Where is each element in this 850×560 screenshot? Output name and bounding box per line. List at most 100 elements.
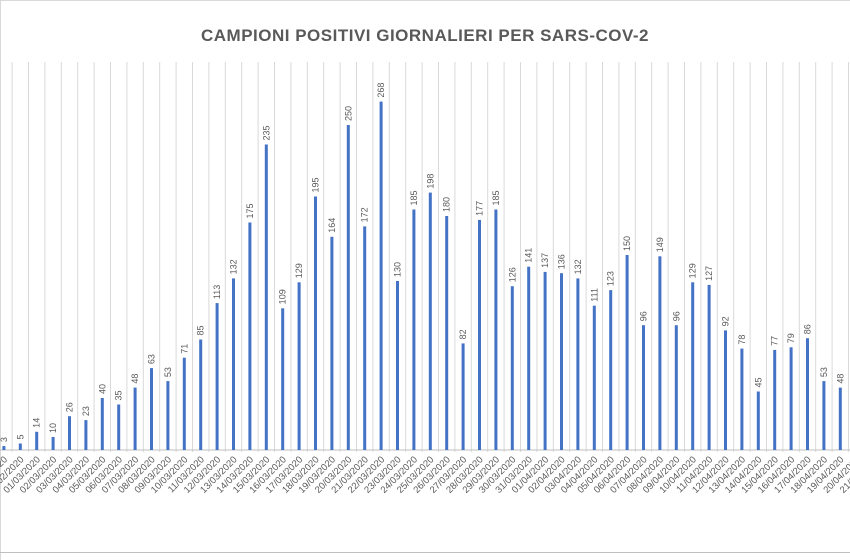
data-label: 235 bbox=[261, 125, 271, 140]
data-label: 96 bbox=[639, 311, 649, 321]
bar bbox=[330, 236, 334, 450]
bar bbox=[478, 219, 481, 450]
data-label: 85 bbox=[196, 325, 206, 335]
bar bbox=[740, 348, 744, 450]
bar bbox=[232, 278, 235, 450]
bar bbox=[494, 209, 498, 450]
data-label: 86 bbox=[803, 324, 813, 334]
bar bbox=[625, 255, 629, 450]
data-label: 129 bbox=[294, 263, 304, 278]
data-label: 14 bbox=[32, 418, 42, 428]
bar bbox=[84, 420, 88, 450]
bar bbox=[510, 286, 514, 450]
bar bbox=[756, 391, 760, 450]
bar bbox=[773, 349, 777, 450]
bar bbox=[822, 381, 826, 450]
bar bbox=[592, 305, 596, 450]
bar bbox=[707, 284, 711, 450]
data-label: 129 bbox=[688, 263, 698, 278]
data-label: 5 bbox=[15, 434, 25, 439]
bar bbox=[264, 144, 268, 450]
data-label: 35 bbox=[114, 390, 124, 400]
data-label: 63 bbox=[147, 354, 157, 364]
data-label: 92 bbox=[721, 316, 731, 326]
data-label: 78 bbox=[737, 335, 747, 345]
data-label: 141 bbox=[524, 248, 534, 263]
bar bbox=[642, 325, 645, 450]
bar bbox=[428, 192, 432, 450]
bar bbox=[133, 387, 137, 450]
data-label: 71 bbox=[179, 344, 189, 354]
bar bbox=[658, 256, 662, 450]
bar bbox=[182, 357, 186, 450]
gridlines bbox=[11, 62, 849, 452]
data-label: 268 bbox=[376, 83, 386, 98]
data-label: 175 bbox=[245, 203, 255, 218]
bar bbox=[215, 303, 219, 450]
bar bbox=[150, 368, 153, 450]
bar bbox=[806, 338, 809, 450]
chart-title: CAMPIONI POSITIVI GIORNALIERI PER SARS-C… bbox=[201, 26, 649, 45]
data-label: 40 bbox=[97, 384, 107, 394]
data-label: 185 bbox=[409, 190, 419, 205]
data-label: 136 bbox=[557, 254, 567, 269]
data-label: 96 bbox=[671, 311, 681, 321]
data-label: 79 bbox=[786, 333, 796, 343]
bar bbox=[543, 271, 547, 450]
data-label: 3 bbox=[0, 437, 9, 442]
data-label: 123 bbox=[606, 271, 616, 286]
data-label: 185 bbox=[491, 190, 501, 205]
bar bbox=[35, 431, 39, 450]
bar bbox=[2, 446, 6, 450]
data-label: 45 bbox=[753, 377, 763, 387]
bar bbox=[412, 209, 416, 450]
bar bbox=[461, 343, 465, 450]
bar bbox=[691, 282, 695, 450]
bar bbox=[363, 226, 367, 450]
bar bbox=[379, 101, 383, 450]
bar bbox=[527, 266, 531, 450]
data-label: 150 bbox=[622, 236, 632, 251]
data-label: 77 bbox=[770, 336, 780, 346]
data-label: 250 bbox=[343, 106, 353, 121]
bar bbox=[724, 330, 727, 450]
bar bbox=[838, 387, 842, 450]
data-label: 10 bbox=[48, 423, 58, 433]
bar bbox=[248, 222, 252, 450]
data-label: 53 bbox=[163, 367, 173, 377]
data-label: 149 bbox=[655, 237, 665, 252]
bar bbox=[51, 437, 55, 450]
bar bbox=[281, 308, 285, 450]
bar bbox=[166, 381, 170, 450]
data-label: 195 bbox=[311, 177, 321, 192]
data-label: 132 bbox=[573, 259, 583, 274]
data-label: 113 bbox=[212, 285, 222, 299]
data-label: 53 bbox=[819, 367, 829, 377]
bar bbox=[314, 196, 317, 450]
chart-bottom-border bbox=[0, 552, 850, 553]
bar bbox=[100, 398, 104, 450]
bar bbox=[674, 325, 678, 450]
data-label: 111 bbox=[589, 288, 599, 302]
data-label: 198 bbox=[425, 174, 435, 189]
bar bbox=[117, 404, 121, 450]
data-label: 23 bbox=[81, 406, 91, 416]
data-label: 164 bbox=[327, 218, 337, 233]
bar bbox=[346, 125, 350, 450]
bar bbox=[68, 416, 71, 450]
data-label: 130 bbox=[393, 262, 403, 277]
bar bbox=[18, 443, 22, 450]
bar bbox=[396, 281, 399, 450]
data-label: 126 bbox=[507, 267, 517, 282]
data-label: 82 bbox=[458, 329, 468, 339]
bar bbox=[789, 347, 793, 450]
data-label: 180 bbox=[442, 197, 452, 212]
data-label: 172 bbox=[360, 207, 370, 222]
bar bbox=[297, 282, 301, 450]
data-label: 137 bbox=[540, 253, 550, 268]
data-label: 48 bbox=[835, 374, 845, 384]
data-label: 177 bbox=[475, 201, 485, 216]
bar bbox=[445, 216, 449, 450]
